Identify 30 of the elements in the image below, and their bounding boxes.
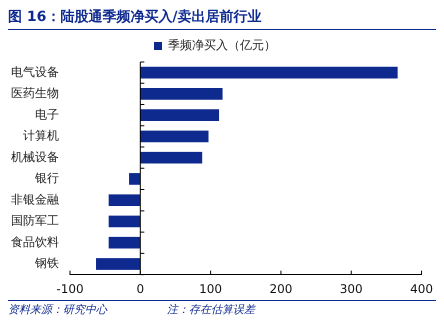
y-tick-label: 食品饮料 [11,234,59,249]
legend-label: 季频净买入（亿元） [168,38,276,52]
bar [108,216,140,228]
bar [108,236,140,249]
bar [140,109,220,121]
bar [140,130,209,142]
y-tick-label: 电气设备 [11,64,59,79]
text: 资料来源：研究中心 [8,302,107,317]
y-tick-label: 银行 [34,171,59,186]
x-tick-label: 300 [340,282,363,296]
y-tick-label: 钢铁 [34,256,59,270]
chart-title: 图 16：陆股通季频净买入/卖出居前行业 [8,8,436,30]
bar [140,152,202,164]
bar [140,66,398,78]
y-tick-label: 医药生物 [11,86,59,100]
bar [129,173,140,185]
y-tick-label: 国防军工 [11,214,59,228]
bar [140,88,223,100]
y-tick-label: 机械设备 [11,150,59,164]
x-tick-label: 400 [410,282,433,296]
bar [108,194,140,206]
y-tick-label: 计算机 [23,128,59,143]
y-tick-label: 电子 [35,107,59,122]
x-tick-label: 100 [199,282,222,296]
x-tick-label: 200 [269,282,292,296]
text: 注：存在估算误差 [167,302,255,317]
y-tick-label: 非银金融 [11,192,59,206]
x-tick-label: -100 [56,282,84,296]
bar [96,258,140,270]
x-tick-label: 0 [136,282,144,296]
